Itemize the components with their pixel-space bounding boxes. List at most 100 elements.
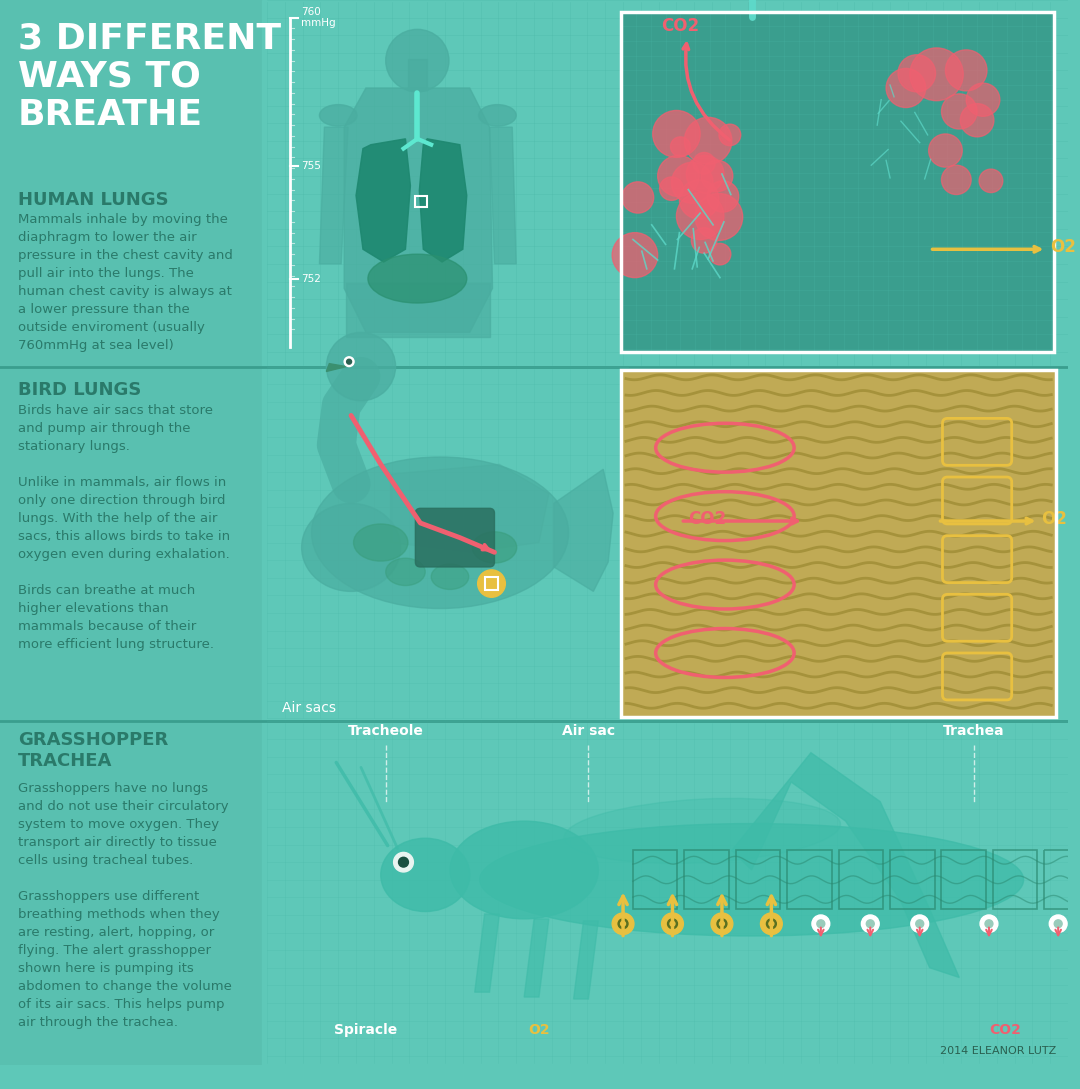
Circle shape: [393, 853, 414, 872]
Circle shape: [618, 919, 627, 929]
Circle shape: [960, 103, 994, 137]
Circle shape: [717, 919, 727, 929]
Polygon shape: [320, 127, 348, 264]
Bar: [942, 851, 986, 909]
Bar: [787, 851, 832, 909]
Circle shape: [711, 913, 733, 934]
Circle shape: [719, 921, 725, 927]
Circle shape: [909, 48, 963, 100]
Circle shape: [672, 162, 713, 204]
Polygon shape: [346, 283, 489, 338]
Circle shape: [660, 176, 684, 200]
Circle shape: [767, 919, 777, 929]
Circle shape: [812, 915, 829, 932]
Text: 3 DIFFERENT
WAYS TO
BREATHE: 3 DIFFERENT WAYS TO BREATHE: [17, 22, 281, 132]
Text: GRASSHOPPER
TRACHEA: GRASSHOPPER TRACHEA: [17, 731, 168, 770]
Ellipse shape: [480, 823, 1024, 935]
Circle shape: [985, 920, 993, 928]
Circle shape: [399, 857, 408, 867]
Polygon shape: [391, 464, 549, 552]
Circle shape: [670, 921, 675, 927]
Circle shape: [916, 920, 923, 928]
Text: Grasshoppers have no lungs
and do not use their circulatory
system to move oxyge: Grasshoppers have no lungs and do not us…: [17, 782, 232, 1029]
Ellipse shape: [472, 531, 516, 563]
Ellipse shape: [320, 105, 357, 126]
Text: 2014 ELEANOR LUTZ: 2014 ELEANOR LUTZ: [940, 1045, 1056, 1055]
Circle shape: [710, 244, 731, 265]
Bar: [262, 721, 1068, 1065]
Text: CO2: CO2: [688, 510, 727, 528]
Text: BIRD LUNGS: BIRD LUNGS: [17, 381, 141, 400]
Bar: [993, 851, 1038, 909]
Text: Tracheole: Tracheole: [348, 724, 423, 738]
Circle shape: [980, 915, 998, 932]
Circle shape: [942, 94, 977, 129]
Circle shape: [1050, 915, 1067, 932]
Ellipse shape: [368, 254, 467, 303]
Bar: [416, 196, 428, 207]
Polygon shape: [524, 919, 549, 998]
Circle shape: [658, 156, 699, 196]
Circle shape: [866, 920, 874, 928]
Text: 760
mmHg: 760 mmHg: [300, 7, 335, 28]
Circle shape: [1054, 920, 1062, 928]
Circle shape: [980, 169, 1003, 193]
Polygon shape: [489, 127, 516, 264]
Circle shape: [862, 915, 879, 932]
Circle shape: [685, 118, 732, 164]
Text: Mammals inhale by moving the
diaphragm to lower the air
pressure in the chest ca: Mammals inhale by moving the diaphragm t…: [17, 213, 232, 352]
Polygon shape: [345, 88, 492, 332]
Circle shape: [691, 228, 717, 253]
Text: 752: 752: [300, 273, 321, 283]
Polygon shape: [475, 914, 499, 992]
Polygon shape: [554, 469, 613, 591]
Circle shape: [326, 332, 395, 401]
Bar: [621, 369, 1056, 717]
Bar: [621, 369, 1056, 717]
Circle shape: [345, 357, 354, 367]
Text: Spiracle: Spiracle: [335, 1024, 397, 1037]
Text: Air sac: Air sac: [562, 724, 615, 738]
Ellipse shape: [381, 839, 470, 911]
Bar: [839, 851, 883, 909]
Text: Air sacs: Air sacs: [282, 700, 336, 714]
Circle shape: [612, 913, 634, 934]
Circle shape: [612, 233, 658, 278]
Ellipse shape: [353, 524, 408, 561]
Bar: [633, 851, 677, 909]
Circle shape: [676, 193, 724, 240]
Bar: [262, 367, 1068, 721]
Polygon shape: [326, 364, 346, 371]
Circle shape: [347, 359, 352, 364]
Text: O2: O2: [1041, 510, 1067, 528]
Text: 755: 755: [300, 161, 321, 171]
Circle shape: [671, 137, 690, 157]
Bar: [262, 0, 1068, 367]
Polygon shape: [419, 138, 467, 262]
Text: Birds have air sacs that store
and pump air through the
stationary lungs.

Unlik: Birds have air sacs that store and pump …: [17, 404, 230, 651]
Bar: [621, 12, 1054, 352]
Text: O2: O2: [1050, 238, 1076, 256]
Circle shape: [701, 160, 733, 192]
Text: CO2: CO2: [989, 1024, 1021, 1037]
Bar: [735, 851, 780, 909]
Circle shape: [967, 83, 1000, 117]
Circle shape: [662, 913, 684, 934]
Polygon shape: [356, 138, 410, 262]
Circle shape: [696, 194, 743, 241]
Circle shape: [679, 180, 719, 219]
Circle shape: [707, 181, 739, 212]
Circle shape: [886, 69, 926, 108]
Circle shape: [386, 29, 449, 91]
Circle shape: [667, 919, 677, 929]
Circle shape: [686, 156, 724, 193]
Bar: [0, 0, 262, 1065]
Polygon shape: [732, 752, 959, 978]
Circle shape: [477, 570, 505, 597]
Circle shape: [769, 921, 774, 927]
Circle shape: [910, 915, 929, 932]
Text: O2: O2: [528, 1024, 550, 1037]
Text: CO2: CO2: [661, 17, 700, 35]
Circle shape: [760, 913, 782, 934]
Polygon shape: [408, 59, 428, 90]
